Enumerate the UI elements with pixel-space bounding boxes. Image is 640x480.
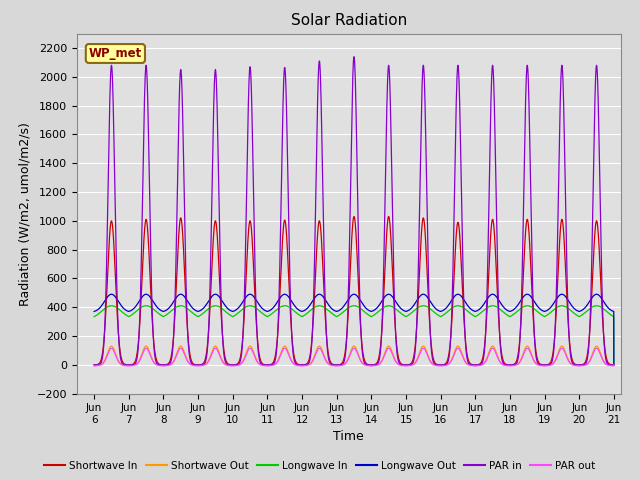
X-axis label: Time: Time (333, 431, 364, 444)
Y-axis label: Radiation (W/m2, umol/m2/s): Radiation (W/m2, umol/m2/s) (18, 121, 31, 306)
Title: Solar Radiation: Solar Radiation (291, 13, 407, 28)
Text: WP_met: WP_met (89, 47, 142, 60)
Legend: Shortwave In, Shortwave Out, Longwave In, Longwave Out, PAR in, PAR out: Shortwave In, Shortwave Out, Longwave In… (40, 456, 600, 475)
